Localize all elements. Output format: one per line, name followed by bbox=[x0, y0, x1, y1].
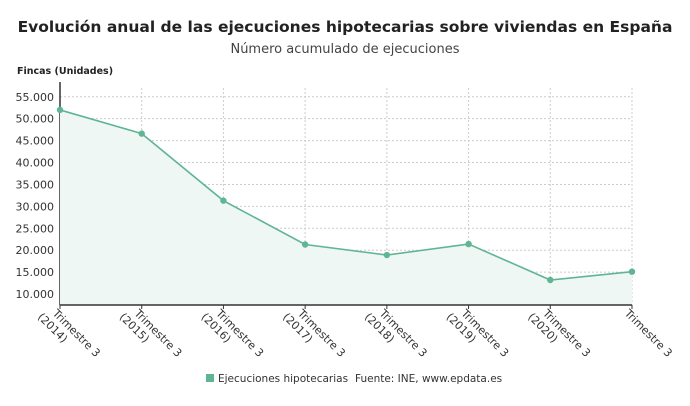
x-tick-label: Trimestre 3(2018) bbox=[362, 306, 430, 360]
y-tick-label: 35.000 bbox=[16, 178, 55, 191]
x-tick-label: Trimestre 3 bbox=[621, 306, 675, 360]
data-point bbox=[220, 197, 227, 204]
y-tick-label: 15.000 bbox=[16, 266, 55, 279]
x-tick-label-line: Trimestre 3 bbox=[621, 306, 675, 360]
y-tick-label: 55.000 bbox=[16, 91, 55, 104]
series-line bbox=[59, 109, 633, 281]
data-point bbox=[465, 240, 472, 248]
y-axis-label: Fincas (Unidades) bbox=[17, 66, 113, 77]
y-tick-label: 25.000 bbox=[16, 222, 55, 235]
y-axis: 10.000 15.000 20.000 25.000 30.000 35.000 40.0… bbox=[16, 82, 61, 305]
y-tick-label: 10.000 bbox=[16, 288, 55, 301]
series-area bbox=[60, 109, 632, 305]
x-tick-label: Trimestre 3(2016) bbox=[198, 306, 266, 360]
legend-label: Ejecuciones hipotecarias bbox=[218, 373, 348, 385]
chart-title: Evolución anual de las ejecuciones hipot… bbox=[18, 18, 673, 36]
y-tick-label: 50.000 bbox=[16, 113, 55, 126]
data-point bbox=[547, 276, 554, 284]
legend: Ejecuciones hipotecarias Fuente: INE, ww… bbox=[206, 373, 502, 385]
x-tick-label: Trimestre 3(2017) bbox=[280, 306, 348, 360]
data-point bbox=[56, 106, 64, 114]
x-axis: Trimestre 3(2014) Trimestre 3(2015) Trimes… bbox=[35, 304, 675, 360]
y-tick-label: 20.000 bbox=[16, 244, 55, 257]
data-point bbox=[383, 251, 391, 259]
y-tick-label: 45.000 bbox=[16, 135, 55, 148]
data-point bbox=[301, 241, 309, 248]
source-text: Fuente: INE, www.epdata.es bbox=[355, 373, 502, 385]
series bbox=[56, 106, 636, 305]
y-tick-label: 40.000 bbox=[16, 157, 55, 170]
x-tick-label: Trimestre 3(2015) bbox=[117, 306, 185, 360]
data-point bbox=[138, 130, 145, 137]
data-point bbox=[628, 268, 636, 275]
x-tick-label: Trimestre 3(2020) bbox=[525, 306, 593, 360]
x-tick-label: Trimestre 3(2014) bbox=[35, 306, 103, 360]
x-tick-label: Trimestre 3(2019) bbox=[444, 306, 512, 360]
chart-subtitle: Número acumulado de ejecuciones bbox=[230, 42, 459, 57]
legend-swatch bbox=[206, 374, 214, 382]
y-tick-label: 30.000 bbox=[16, 200, 55, 213]
